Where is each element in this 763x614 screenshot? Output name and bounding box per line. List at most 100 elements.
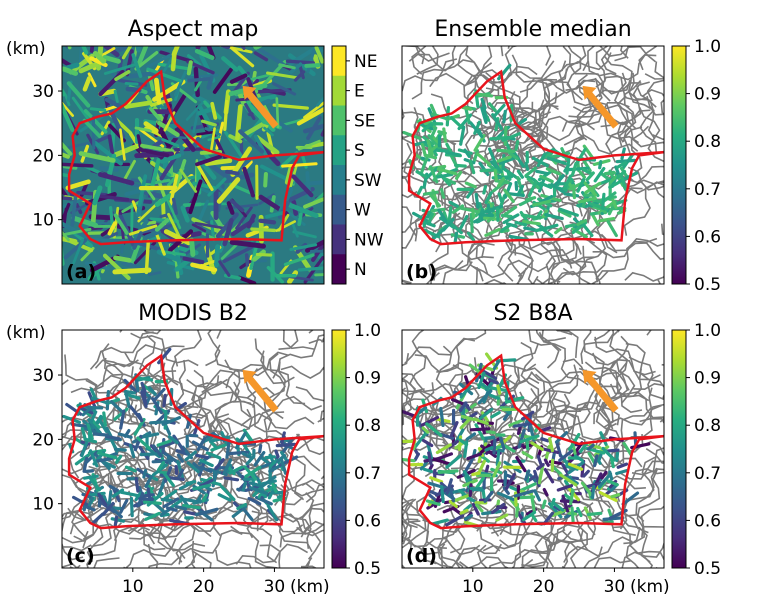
colorbar-segment — [332, 165, 346, 195]
value-streak — [115, 517, 116, 526]
value-streak — [442, 190, 444, 198]
colorbar-tick-label: NE — [354, 52, 377, 72]
panel-c-x-unit: (km) — [290, 577, 330, 597]
value-streak — [612, 459, 614, 467]
y-tick-label: 10 — [32, 495, 54, 515]
x-tick-label: 20 — [193, 577, 215, 597]
value-streak — [463, 107, 471, 109]
colorbar-tick-label: 0.7 — [694, 180, 721, 200]
colorbar-tick-label: 1.0 — [694, 321, 721, 341]
colorbar-tick-label: E — [354, 82, 365, 102]
value-streak — [473, 209, 474, 217]
value-streak — [572, 508, 573, 521]
colorbar-tick-label: 0.5 — [694, 559, 721, 579]
panel-b-colorbar: 1.00.90.80.70.60.5 — [672, 37, 721, 295]
aspect-streak — [132, 204, 133, 231]
aspect-streak — [126, 83, 137, 84]
colorbar-tick-label: 0.8 — [354, 416, 381, 436]
panel-a-y-unit: (km) — [6, 39, 46, 59]
colorbar-segment — [332, 195, 346, 225]
x-tick-label: 10 — [462, 577, 484, 597]
panel-b-title: Ensemble median — [434, 17, 631, 42]
value-streak — [260, 446, 261, 452]
colorbar-segment — [332, 46, 346, 76]
colorbar-gradient — [672, 330, 686, 568]
colorbar-tick-label: 0.6 — [694, 511, 721, 531]
panel-b-label: (b) — [406, 261, 437, 283]
value-streak — [494, 440, 495, 453]
x-tick-label: 10 — [122, 577, 144, 597]
panel-d-x-unit: (km) — [630, 577, 670, 597]
y-tick-label: 20 — [32, 146, 54, 166]
value-streak — [425, 192, 438, 194]
value-streak — [567, 158, 569, 173]
value-streak — [85, 476, 98, 478]
colorbar-tick-label: 0.5 — [354, 559, 381, 579]
colorbar-tick-label: W — [354, 201, 371, 221]
value-streak — [456, 165, 466, 166]
value-streak — [486, 448, 492, 450]
aspect-streak — [65, 30, 69, 47]
aspect-streak — [115, 270, 149, 272]
value-streak — [600, 219, 614, 221]
value-streak — [588, 513, 601, 514]
colorbar-tick-label: 0.8 — [694, 132, 721, 152]
value-streak — [527, 441, 528, 449]
value-streak — [243, 483, 245, 490]
value-streak — [107, 392, 108, 409]
colorbar-tick-label: 0.6 — [354, 511, 381, 531]
value-streak — [527, 198, 535, 200]
aspect-streak — [227, 172, 238, 174]
value-streak — [165, 412, 166, 429]
value-streak — [525, 228, 535, 230]
value-streak — [104, 413, 106, 425]
value-streak — [187, 482, 195, 484]
colorbar-tick-label: N — [354, 260, 367, 280]
aspect-streak — [306, 65, 318, 66]
value-streak — [542, 439, 548, 441]
colorbar-tick-label: SE — [354, 111, 376, 131]
panel-c-title: MODIS B2 — [138, 301, 248, 326]
value-streak — [86, 471, 93, 472]
value-streak — [94, 434, 107, 435]
value-streak — [429, 453, 431, 464]
value-streak — [131, 498, 132, 515]
aspect-streak — [247, 255, 248, 265]
aspect-streak — [217, 247, 218, 265]
colorbar-tick-label: SW — [354, 171, 382, 191]
value-streak — [164, 395, 165, 406]
value-streak — [504, 111, 505, 122]
colorbar-tick-label: 0.9 — [694, 85, 721, 105]
aspect-streak — [316, 274, 334, 275]
value-streak — [571, 490, 573, 504]
value-streak — [185, 512, 195, 514]
value-streak — [225, 478, 238, 480]
aspect-streak — [115, 258, 129, 261]
value-streak — [505, 472, 506, 485]
value-streak — [516, 183, 517, 190]
colorbar-tick-label: NW — [354, 230, 384, 250]
value-streak — [162, 500, 171, 501]
colorbar-tick-label: 0.7 — [694, 464, 721, 484]
panel-a-map — [45, 21, 347, 284]
value-streak — [502, 216, 511, 217]
value-streak — [144, 387, 146, 404]
colorbar-tick-label: 1.0 — [354, 321, 381, 341]
colorbar-tick-label: 0.9 — [354, 369, 381, 389]
colorbar-tick-label: 0.8 — [694, 416, 721, 436]
value-streak — [176, 507, 186, 509]
value-streak — [487, 431, 494, 432]
aspect-streak — [156, 80, 159, 102]
value-streak — [600, 162, 601, 168]
colorbar-segment — [332, 76, 346, 106]
value-streak — [144, 471, 146, 478]
value-streak — [471, 429, 488, 430]
value-streak — [227, 442, 229, 457]
value-streak — [617, 453, 618, 460]
aspect-streak — [189, 62, 191, 73]
x-tick-label: 30 — [604, 577, 626, 597]
value-streak — [480, 215, 493, 216]
